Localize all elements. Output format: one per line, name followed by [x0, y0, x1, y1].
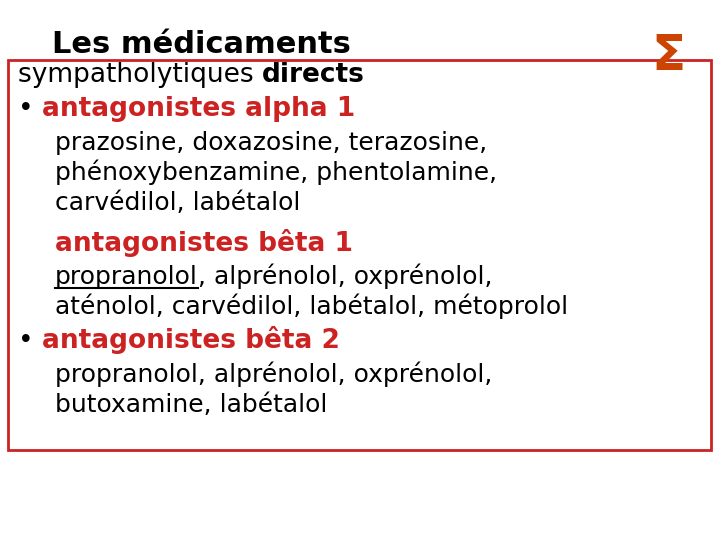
Text: , alprénolol, oxprénolol,: , alprénolol, oxprénolol, — [198, 264, 492, 289]
Text: sympatholytiques: sympatholytiques — [18, 62, 262, 88]
Text: Σ: Σ — [651, 32, 685, 80]
Text: phénoxybenzamine, phentolamine,: phénoxybenzamine, phentolamine, — [55, 159, 497, 185]
Text: antagonistes bêta 2: antagonistes bêta 2 — [42, 326, 340, 354]
Text: aténolol, carvédilol, labétalol, métoprolol: aténolol, carvédilol, labétalol, métopro… — [55, 294, 568, 319]
Text: directs: directs — [262, 62, 365, 88]
Text: antagonistes alpha 1: antagonistes alpha 1 — [42, 96, 355, 122]
Text: propranolol, alprénolol, oxprénolol,: propranolol, alprénolol, oxprénolol, — [55, 361, 492, 387]
Text: carvédilol, labétalol: carvédilol, labétalol — [55, 191, 300, 215]
Text: butoxamine, labétalol: butoxamine, labétalol — [55, 393, 328, 417]
Text: •: • — [18, 96, 42, 122]
Text: •: • — [18, 328, 42, 354]
Text: Les médicaments: Les médicaments — [52, 30, 351, 59]
Text: prazosine, doxazosine, terazosine,: prazosine, doxazosine, terazosine, — [55, 131, 487, 155]
Text: antagonistes bêta 1: antagonistes bêta 1 — [55, 229, 353, 257]
Text: propranolol: propranolol — [55, 265, 198, 289]
FancyBboxPatch shape — [8, 60, 711, 450]
